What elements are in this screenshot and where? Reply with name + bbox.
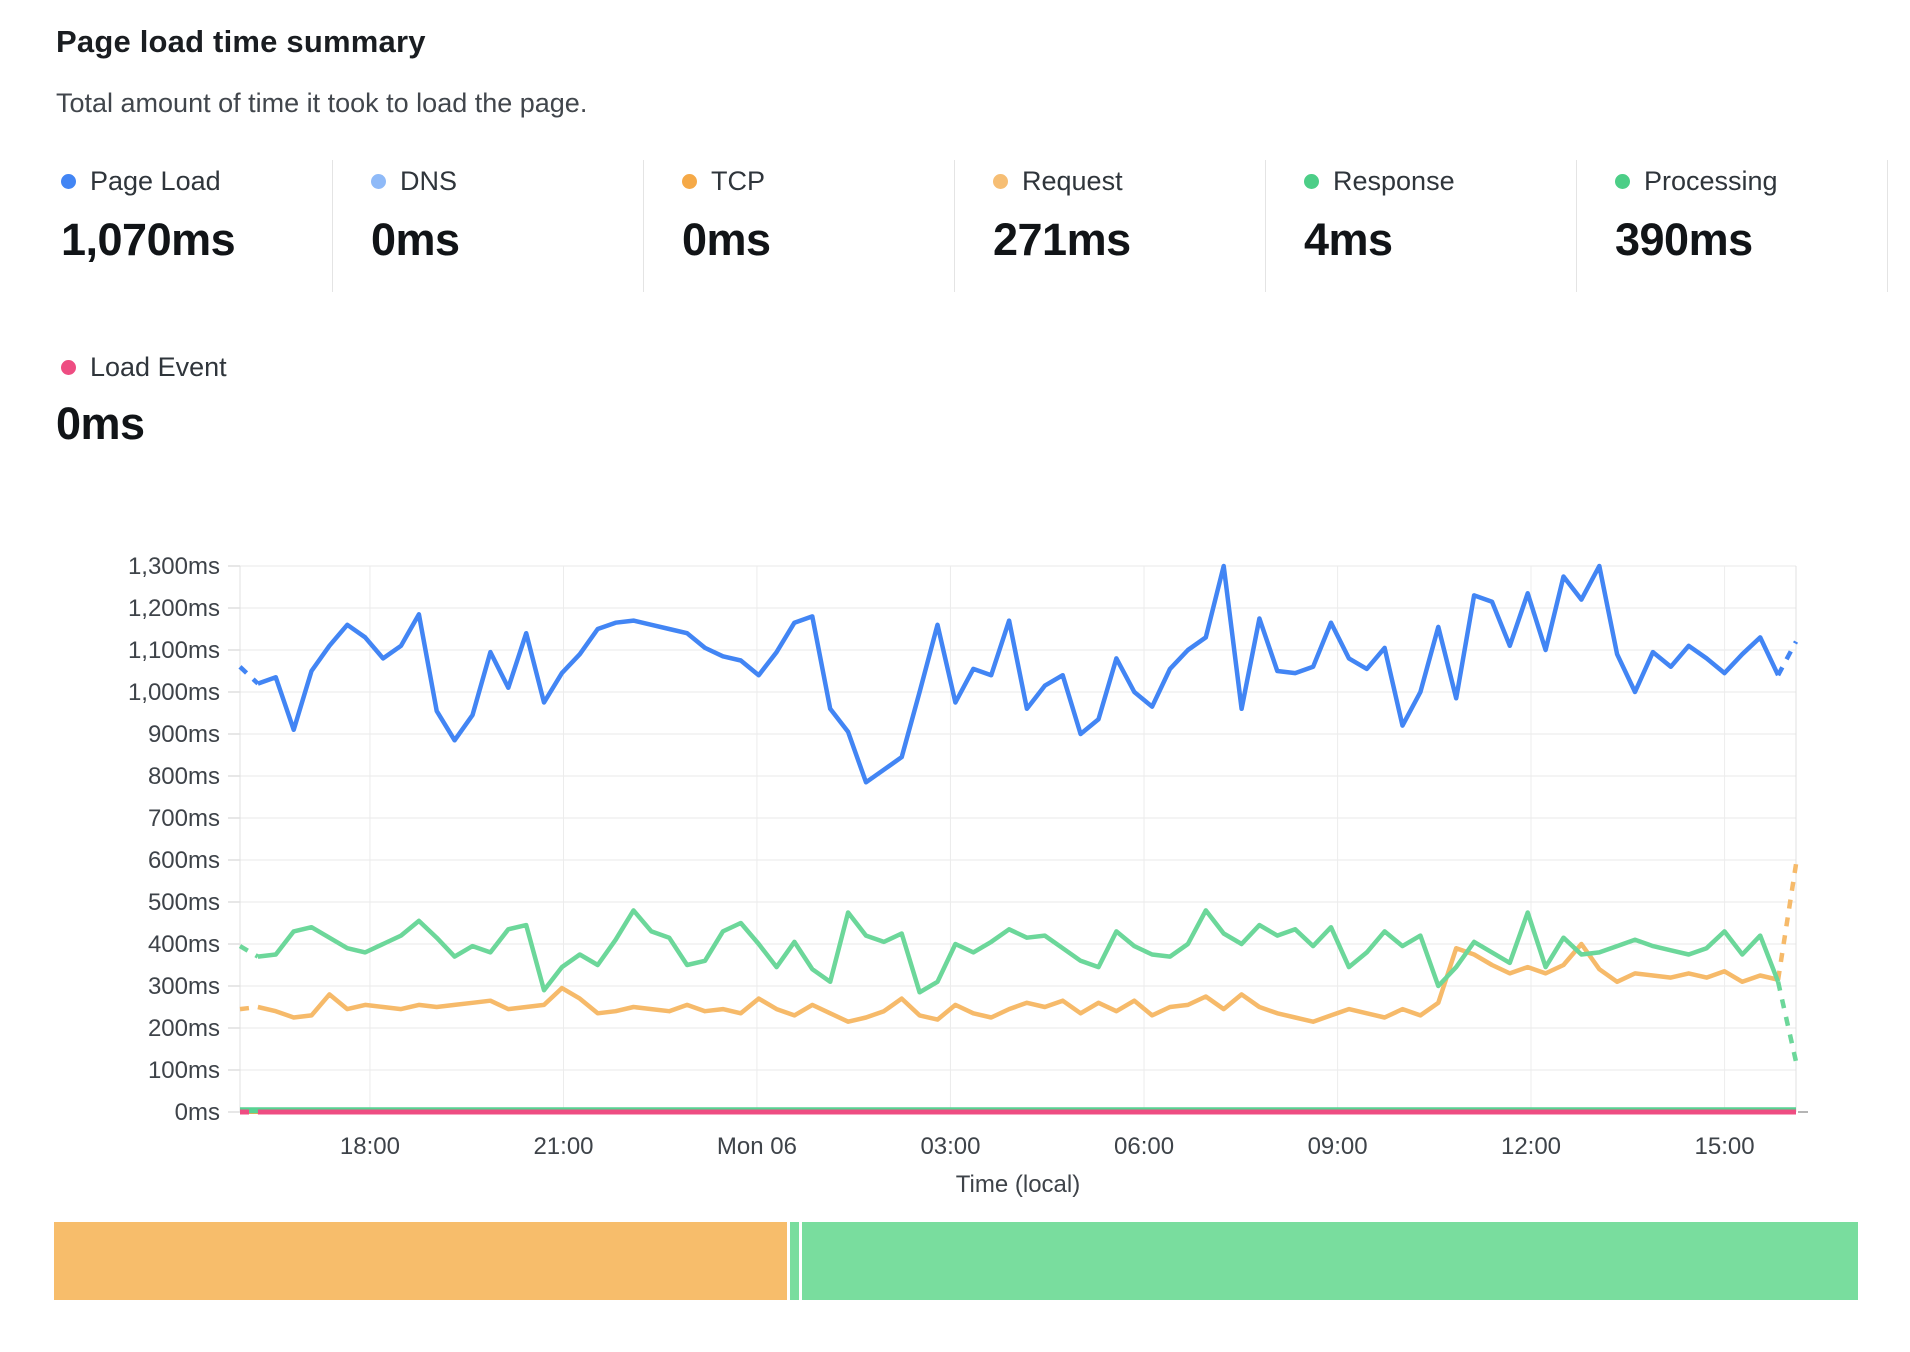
stat-value: 0ms <box>371 214 460 265</box>
page-subtitle: Total amount of time it took to load the… <box>56 88 588 118</box>
svg-text:0ms: 0ms <box>175 1099 220 1126</box>
stat-label: DNS <box>400 166 458 196</box>
stat-response[interactable]: Response 4ms <box>1266 160 1577 292</box>
stat-value: 4ms <box>1304 214 1393 265</box>
svg-text:800ms: 800ms <box>148 763 220 790</box>
stat-value: 0ms <box>682 214 771 265</box>
svg-text:18:00: 18:00 <box>340 1133 400 1160</box>
svg-text:1,300ms: 1,300ms <box>128 553 220 580</box>
stat-dns[interactable]: DNS 0ms <box>333 160 644 292</box>
svg-text:Mon 06: Mon 06 <box>717 1133 797 1160</box>
bar-segment-response <box>790 1222 799 1300</box>
stat-label: Request <box>1022 166 1123 196</box>
svg-text:100ms: 100ms <box>148 1057 220 1084</box>
load-time-chart[interactable]: 0ms 100ms 200ms 300ms 400ms 500ms 600ms 700ms 80… <box>0 430 1910 1220</box>
stat-label: Load Event <box>90 352 227 382</box>
bar-segment-request <box>54 1222 788 1300</box>
stat-label: Response <box>1333 166 1455 196</box>
dns-legend-dot-icon <box>371 174 386 189</box>
svg-text:200ms: 200ms <box>148 1015 220 1042</box>
stat-value: 390ms <box>1615 214 1753 265</box>
stat-label: TCP <box>711 166 765 196</box>
stat-label: Processing <box>1644 166 1778 196</box>
svg-text:21:00: 21:00 <box>533 1133 593 1160</box>
stat-tcp[interactable]: TCP 0ms <box>644 160 955 292</box>
stat-request[interactable]: Request 271ms <box>955 160 1266 292</box>
svg-text:900ms: 900ms <box>148 721 220 748</box>
response-legend-dot-icon <box>1304 174 1319 189</box>
svg-text:1,000ms: 1,000ms <box>128 679 220 706</box>
svg-text:Time (local): Time (local) <box>956 1171 1080 1198</box>
stats-row: Page Load 1,070ms DNS 0ms TCP 0ms Reques… <box>56 160 1888 292</box>
stat-value: 271ms <box>993 214 1131 265</box>
svg-text:03:00: 03:00 <box>920 1133 980 1160</box>
svg-text:400ms: 400ms <box>148 931 220 958</box>
bar-gap <box>787 1222 791 1300</box>
tcp-legend-dot-icon <box>682 174 697 189</box>
svg-text:1,100ms: 1,100ms <box>128 637 220 664</box>
svg-text:600ms: 600ms <box>148 847 220 874</box>
svg-text:700ms: 700ms <box>148 805 220 832</box>
svg-text:06:00: 06:00 <box>1114 1133 1174 1160</box>
svg-text:09:00: 09:00 <box>1308 1133 1368 1160</box>
svg-text:1,200ms: 1,200ms <box>128 595 220 622</box>
stat-load-event[interactable]: Load Event 0ms <box>56 352 227 450</box>
svg-text:500ms: 500ms <box>148 889 220 916</box>
svg-text:12:00: 12:00 <box>1501 1133 1561 1160</box>
stat-value: 1,070ms <box>61 214 236 265</box>
svg-text:300ms: 300ms <box>148 973 220 1000</box>
page-load-legend-dot-icon <box>61 174 76 189</box>
timing-breakdown-bar <box>54 1222 1858 1300</box>
page-title: Page load time summary <box>56 24 426 59</box>
load-event-legend-dot-icon <box>61 360 76 375</box>
processing-legend-dot-icon <box>1615 174 1630 189</box>
bar-segment-processing <box>801 1222 1858 1300</box>
stat-processing[interactable]: Processing 390ms <box>1577 160 1888 292</box>
bar-gap <box>798 1222 802 1300</box>
svg-text:15:00: 15:00 <box>1695 1133 1755 1160</box>
stat-value: 0ms <box>56 398 145 449</box>
stat-label: Page Load <box>90 166 221 196</box>
request-legend-dot-icon <box>993 174 1008 189</box>
stat-page-load[interactable]: Page Load 1,070ms <box>56 160 333 292</box>
